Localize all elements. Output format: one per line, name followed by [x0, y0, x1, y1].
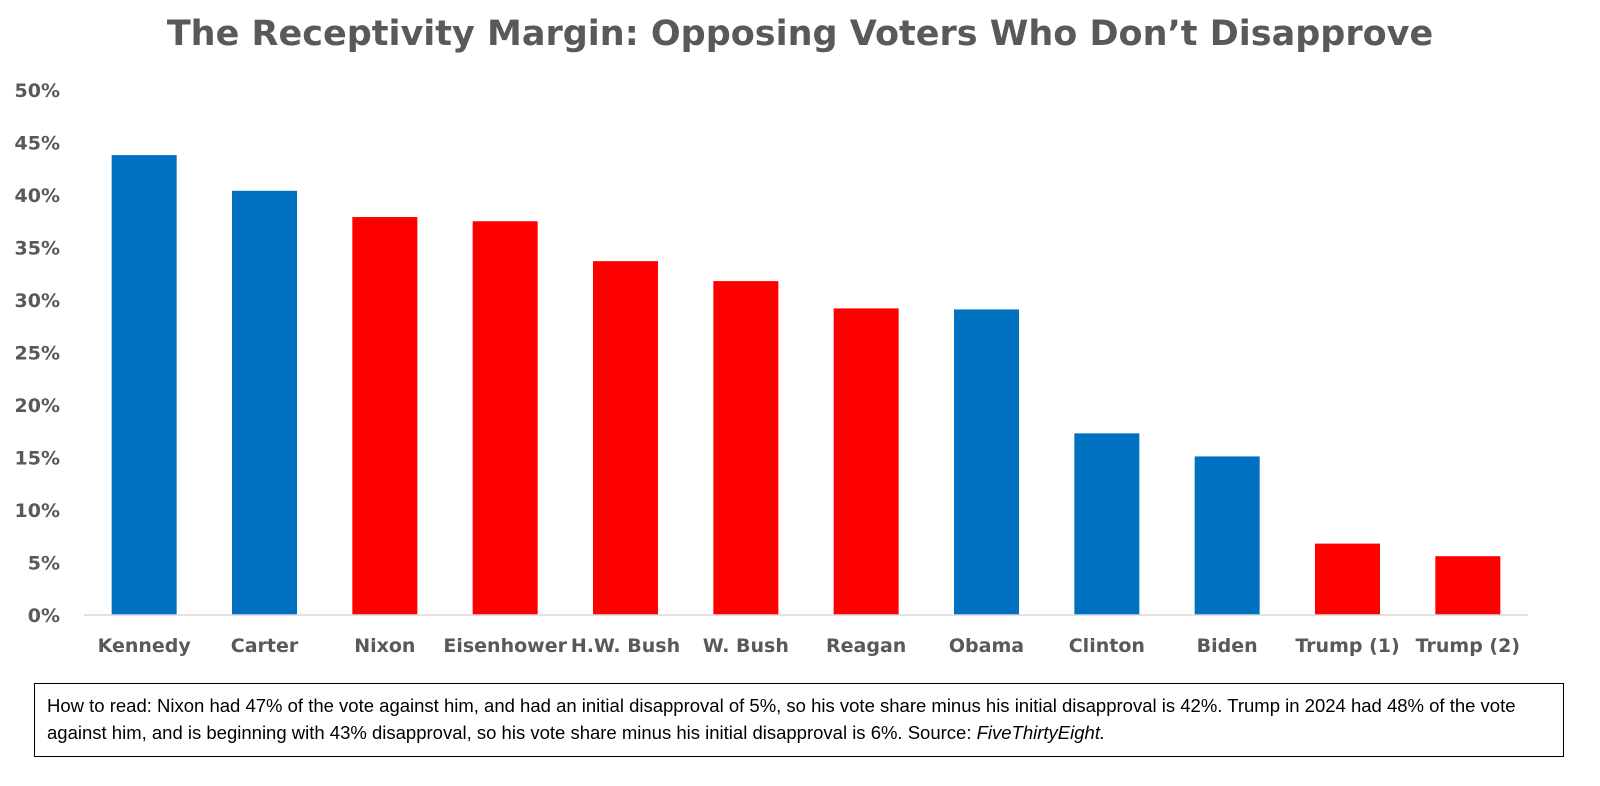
x-tick-label: Trump (2) [1416, 635, 1520, 657]
x-tick-label: Nixon [354, 635, 415, 657]
y-tick-label: 35% [15, 238, 60, 260]
y-tick-label: 5% [28, 553, 60, 575]
x-tick-label: Eisenhower [443, 635, 567, 657]
note-text: How to read: Nixon had 47% of the vote a… [47, 695, 1516, 743]
y-tick-label: 10% [15, 500, 60, 522]
bar-w-bush [713, 281, 779, 615]
x-tick-label: Carter [231, 635, 299, 657]
x-tick-label: Trump (1) [1295, 635, 1399, 657]
y-tick-label: 40% [15, 185, 60, 207]
x-tick-label: H.W. Bush [571, 635, 680, 657]
bar-carter [232, 190, 297, 616]
bar-biden [1194, 456, 1260, 615]
note-source: FiveThirtyEight. [976, 722, 1106, 743]
x-tick-label: Kennedy [98, 635, 192, 657]
y-tick-label: 15% [15, 448, 60, 470]
bar-obama [954, 309, 1019, 615]
bar-kennedy [111, 155, 177, 615]
x-tick-label: Reagan [826, 635, 906, 657]
x-tick-label: Clinton [1069, 635, 1145, 657]
note-box: How to read: Nixon had 47% of the vote a… [34, 683, 1564, 757]
bar-h-w-bush [593, 261, 658, 615]
bar-eisenhower [472, 221, 538, 615]
x-tick-label: Biden [1197, 635, 1258, 657]
bar-clinton [1074, 433, 1140, 615]
bar-trump-1 [1315, 543, 1380, 615]
y-tick-label: 45% [15, 133, 60, 155]
y-tick-label: 50% [15, 80, 60, 102]
y-tick-label: 20% [15, 395, 60, 417]
bar-reagan [833, 308, 899, 615]
bar-chart: 0% 5% 10% 15% 20% 25% 30% 35% 40% 45% 50% Kennedy C… [15, 80, 1528, 657]
y-axis: 0% 5% 10% 15% 20% 25% 30% 35% 40% 45% 50% [15, 80, 60, 627]
y-tick-label: 0% [28, 605, 60, 627]
y-tick-label: 30% [15, 290, 60, 312]
x-tick-label: W. Bush [703, 635, 789, 657]
x-tick-label: Obama [949, 635, 1024, 657]
bar-nixon [352, 217, 418, 616]
chart-title: The Receptivity Margin: Opposing Voters … [166, 14, 1434, 54]
bars [111, 155, 1501, 616]
y-tick-label: 25% [15, 343, 60, 365]
x-axis: Kennedy Carter Nixon Eisenhower H.W. Bush W. … [98, 635, 1520, 657]
bar-trump-2 [1435, 556, 1501, 615]
